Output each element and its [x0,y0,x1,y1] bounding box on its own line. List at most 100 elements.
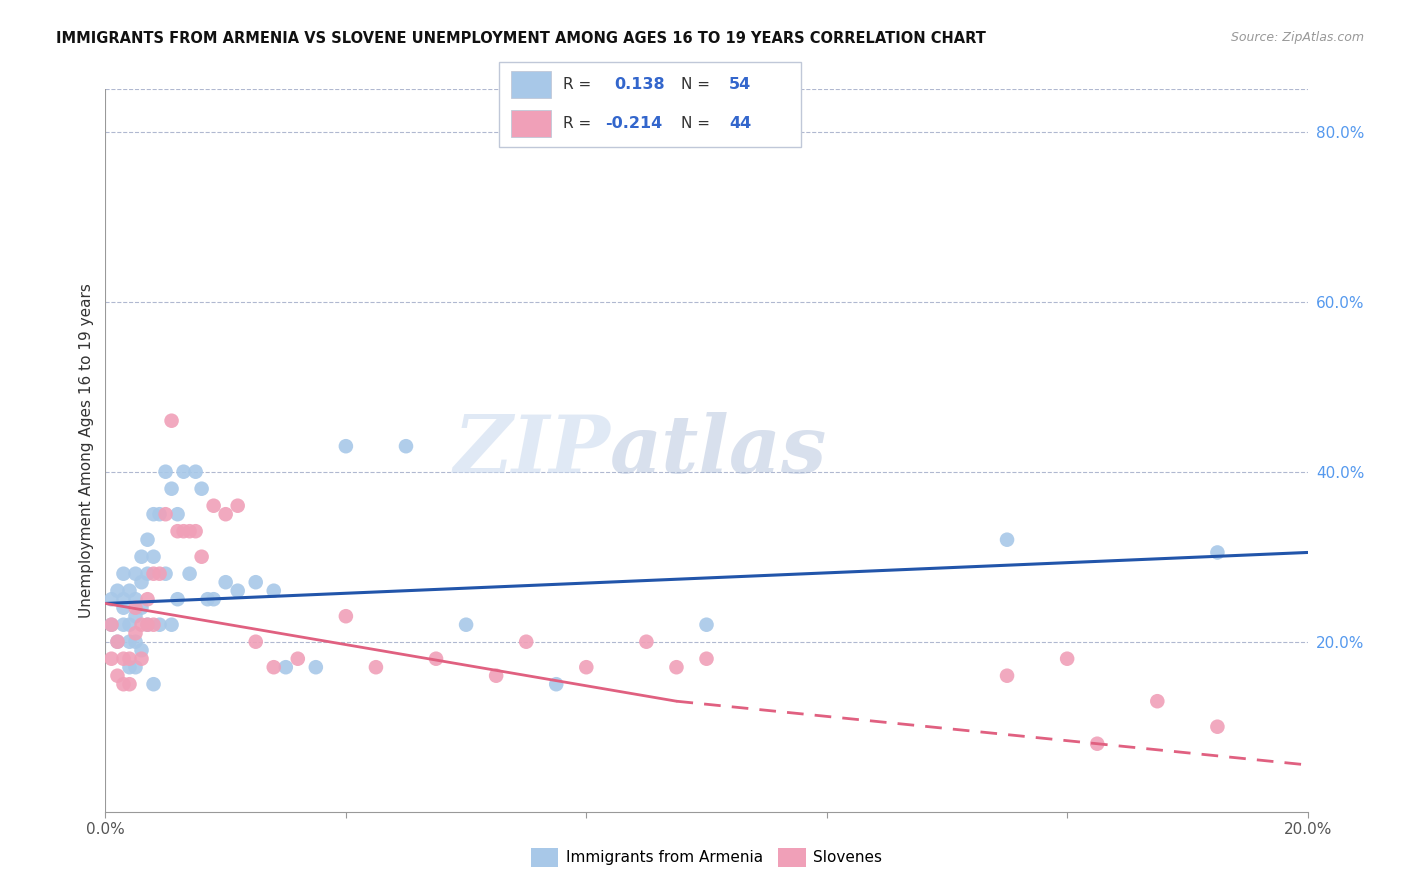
Point [124,660,146,674]
Point [305,660,328,674]
Point [118,634,141,648]
Point [226,499,249,513]
Point [100,592,122,607]
Point [112,651,135,665]
Point [107,669,129,683]
Point [124,566,146,581]
Point [665,660,688,674]
Point [190,482,212,496]
Point [124,626,146,640]
Point [142,617,165,632]
Bar [512,110,551,137]
Point [202,499,225,513]
Point [131,575,153,590]
Point [100,651,122,665]
Point [1206,720,1229,734]
Point [995,533,1018,547]
Point [118,660,141,674]
Point [107,583,129,598]
Point [148,507,170,521]
Point [166,592,188,607]
Point [1206,545,1229,559]
Point [395,439,418,453]
Point [287,651,309,665]
Point [160,414,183,428]
Point [155,465,177,479]
Point [274,660,297,674]
Point [179,524,201,539]
Point [1146,694,1168,708]
Point [118,617,141,632]
Point [160,617,183,632]
Point [995,669,1018,683]
Point [245,634,267,648]
Point [1056,651,1078,665]
Point [636,634,658,648]
Point [335,609,357,624]
Point [696,617,718,632]
Text: 44: 44 [728,116,751,131]
Point [166,507,188,521]
Text: N =: N = [681,77,710,92]
Point [190,549,212,564]
Point [112,592,135,607]
Point [179,566,201,581]
Text: Source: ZipAtlas.com: Source: ZipAtlas.com [1230,31,1364,45]
Point [131,617,153,632]
Legend: Immigrants from Armenia, Slovenes: Immigrants from Armenia, Slovenes [524,842,889,872]
Point [107,634,129,648]
Point [142,677,165,691]
Text: 54: 54 [728,77,751,92]
Point [142,566,165,581]
Point [202,592,225,607]
Point [148,617,170,632]
Point [214,507,236,521]
Text: IMMIGRANTS FROM ARMENIA VS SLOVENE UNEMPLOYMENT AMONG AGES 16 TO 19 YEARS CORREL: IMMIGRANTS FROM ARMENIA VS SLOVENE UNEMP… [56,31,986,46]
Point [197,592,219,607]
Point [364,660,387,674]
Point [226,583,249,598]
Point [124,592,146,607]
Point [425,651,447,665]
Point [124,600,146,615]
Point [160,482,183,496]
Point [166,524,188,539]
Point [155,507,177,521]
Point [515,634,537,648]
Point [118,677,141,691]
Point [546,677,568,691]
Point [136,566,159,581]
Point [155,566,177,581]
Point [118,651,141,665]
Point [112,600,135,615]
Point [142,549,165,564]
Bar [512,71,551,98]
Point [184,465,207,479]
Point [173,465,195,479]
Point [263,583,285,598]
Point [575,660,598,674]
Point [107,634,129,648]
Y-axis label: Unemployment Among Ages 16 to 19 years: Unemployment Among Ages 16 to 19 years [79,283,94,618]
Point [184,524,207,539]
Point [100,617,122,632]
Point [112,566,135,581]
Point [454,617,477,632]
Point [136,617,159,632]
Text: N =: N = [681,116,710,131]
Point [173,524,195,539]
Point [136,533,159,547]
Text: -0.214: -0.214 [605,116,662,131]
Point [131,600,153,615]
Point [131,549,153,564]
Point [124,609,146,624]
Point [136,617,159,632]
Point [214,575,236,590]
Point [112,617,135,632]
Point [148,566,170,581]
Point [112,677,135,691]
Text: 0.138: 0.138 [614,77,665,92]
Point [131,643,153,657]
Point [245,575,267,590]
Point [142,507,165,521]
